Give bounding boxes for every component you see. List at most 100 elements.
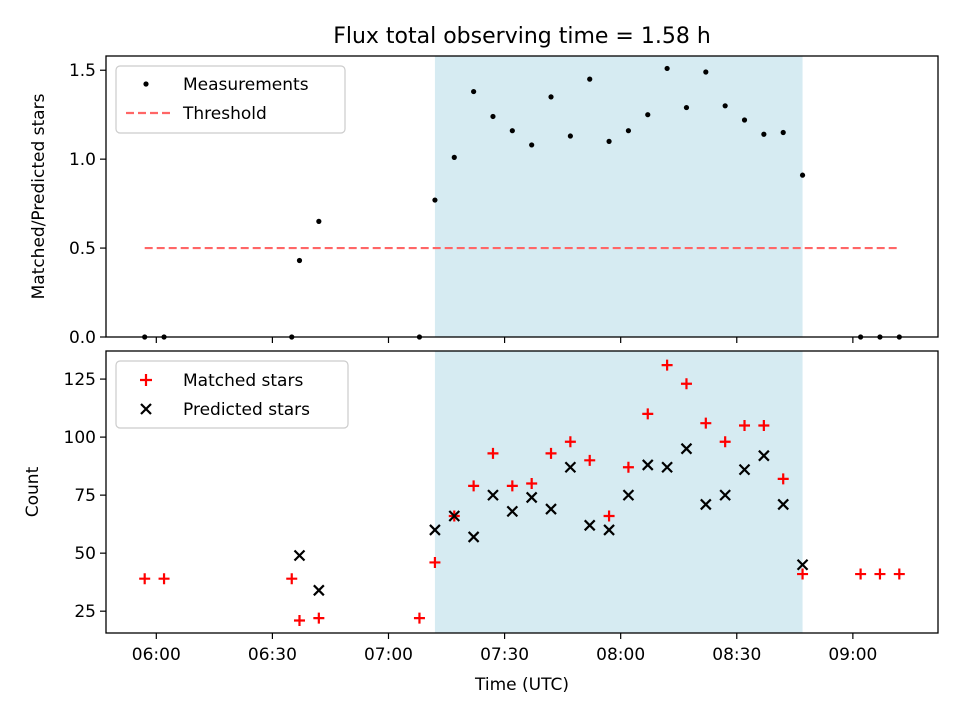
measurement-point [683,104,690,111]
matched-star-point [564,436,576,448]
y-tick-label: 1.0 [69,150,96,170]
predicted-star-point [738,463,751,476]
x-tick-label: 08:30 [712,645,761,665]
predicted-star-point [506,505,519,518]
x-tick-label: 07:30 [480,645,529,665]
measurement-point [316,218,322,224]
predicted-star-point [777,498,789,511]
measurement-point [606,138,612,144]
x-tick-label: 06:30 [248,645,297,665]
matched-star-point [700,417,712,429]
measurement-point [625,128,632,134]
predicted-star-point [680,442,693,455]
measurement-point [548,94,554,100]
measurement-point [471,88,477,95]
x-tick-label: 07:00 [364,645,413,665]
predicted-star-point [429,524,441,536]
y-tick-label: 50 [74,544,96,564]
top-plot-frame [105,55,939,338]
legend-matched-label: Matched stars [183,371,303,391]
matched-star-point [680,378,692,390]
predicted-star-point [293,549,306,562]
measurement-point [432,197,438,203]
measurement-point [645,112,651,118]
predicted-star-point [564,461,577,474]
measurement-point [703,69,709,75]
bottom-legend: Matched stars Predicted stars [115,360,349,429]
y-tick-label: 0.5 [69,239,96,259]
predicted-star-point [583,519,596,532]
predicted-star-point [448,510,461,522]
matched-star-point [158,573,170,585]
top-y-axis: 0.0 0.5 1.0 1.5 [69,61,106,348]
measurement-point [296,257,303,264]
legend-measurements-label: Measurements [183,75,309,95]
measurement-point [509,128,515,134]
predicted-star-point [796,558,809,571]
measurement-point [664,65,670,72]
measurement-point [587,76,593,82]
predicted-star-point [487,489,499,501]
predicted-star-point [661,461,673,474]
matched-star-point [777,473,789,485]
x-tick-label: 09:00 [828,645,877,665]
matched-star-point [739,420,751,432]
bottom-plot-frame [105,350,939,634]
chart-title: Flux total observing time = 1.58 h [333,24,711,49]
predicted-star-point [641,459,654,471]
measurement-point [529,142,535,148]
matched-star-point [642,408,654,420]
legend-measurements-marker [143,81,149,87]
measurement-point [722,103,728,109]
matched-star-point [545,447,557,459]
top-y-axis-label: Matched/Predicted stars [29,93,49,299]
measurement-points [142,65,902,340]
matched-star-point [526,478,538,490]
predicted-star-point [758,449,770,462]
bottom-y-axis: 25 50 75 100 125 [64,370,106,622]
predicted-star-point [622,489,635,501]
matched-star-point [286,573,298,585]
matched-star-point [797,568,809,580]
measurement-point [741,117,748,123]
predicted-stars-points [293,442,809,597]
matched-star-point [313,612,325,624]
x-tick-label: 08:00 [596,645,645,665]
y-tick-label: 100 [64,428,96,448]
matched-star-point [622,461,634,473]
measurement-point [799,172,806,178]
matched-star-point [413,612,425,624]
matched-star-point [487,447,499,459]
y-tick-label: 125 [64,370,96,390]
measurement-point [780,129,786,136]
predicted-star-point [719,489,731,501]
legend-matched-marker [140,374,152,386]
matched-stars-points [139,359,905,626]
predicted-star-point [545,503,557,515]
x-axis-label: Time (UTC) [474,675,569,695]
matched-star-point [139,573,151,585]
y-tick-label: 75 [74,486,96,506]
legend-predicted-label: Predicted stars [183,400,310,420]
matched-star-point [584,454,596,466]
predicted-star-point [525,491,538,504]
top-panel: 0.0 0.5 1.0 1.5 Matched/Predicted stars Mea… [29,55,939,348]
y-tick-label: 1.5 [69,61,96,81]
matched-star-point [893,568,905,580]
bottom-y-axis-label: Count [23,466,43,517]
x-tick-label: 06:00 [132,645,181,665]
predicted-star-point [603,524,615,536]
legend-predicted-marker [140,403,152,415]
matched-star-point [293,614,305,626]
matched-star-point [506,480,518,492]
matched-star-point [874,568,886,580]
measurement-point [451,154,457,160]
measurement-point [490,113,496,120]
matched-star-point [429,556,441,568]
predicted-star-point [700,498,712,511]
matched-star-point [603,510,615,522]
bottom-legend-box [115,360,349,429]
top-legend-box [115,65,346,134]
predicted-star-point [313,584,325,597]
